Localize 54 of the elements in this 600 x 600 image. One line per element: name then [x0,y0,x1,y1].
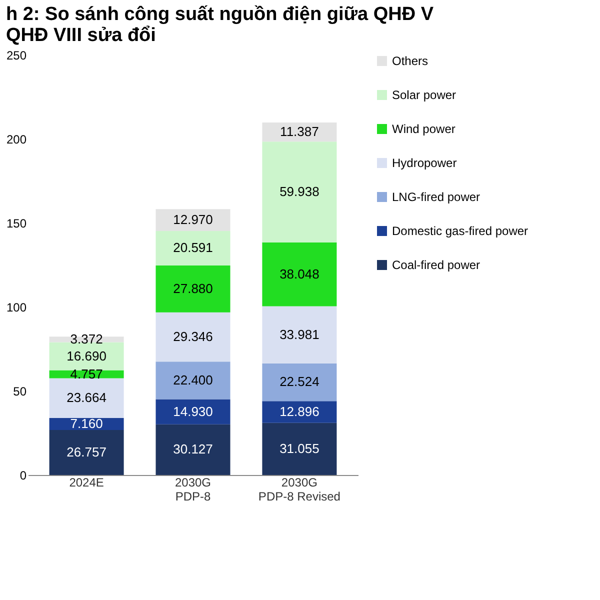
x-tick-label: 2030G PDP-8 [174,476,212,504]
x-tick-label: 2030G PDP-8 Revised [258,476,340,504]
text: 3.372 [70,331,103,346]
y-tick-label: 200 [6,132,27,146]
text: 4.757 [70,366,103,382]
bar [262,401,337,423]
legend-label: Solar power [392,88,456,102]
bar [262,363,337,402]
text: 7.160 [70,416,103,432]
text: 14.930 [173,404,213,419]
bar [156,312,230,362]
y-tick-label: 100 [6,300,27,314]
bar [49,378,124,418]
legend-label: Coal-fired power [392,258,480,272]
legend-label: Hydropower [392,156,457,170]
text: h 2: So sánh công suất nguồn điện giữa QHĐ V [6,4,434,25]
y-tick-label: 0 [20,468,27,482]
bar [262,422,337,475]
bar [49,342,124,370]
y-tick-label: 150 [6,216,27,230]
legend-label: Others [392,54,428,68]
bar [262,306,337,364]
text: 22.524 [280,374,320,390]
bar [156,266,230,312]
text: 27.880 [173,280,213,296]
text: 30.127 [173,442,213,457]
legend-label: Wind power [392,122,456,136]
y-tick-label: 50 [13,384,27,398]
text: 23.664 [66,390,106,406]
text: 12.970 [173,212,213,228]
text: 38.048 [280,266,320,282]
text: 31.055 [280,440,320,456]
text: 26.757 [66,444,106,460]
text: 22.400 [173,372,213,388]
text: 12.896 [280,404,320,419]
y-tick-label: 250 [6,48,27,62]
text: 16.690 [66,348,106,364]
bar [156,399,230,424]
bar [156,362,230,400]
legend-label: Domestic gas-fired power [392,224,528,238]
bar [156,230,230,266]
x-tick-label: 2024E [69,476,104,490]
bar [262,242,337,306]
text: 33.981 [280,326,320,342]
text: 29.346 [173,329,213,344]
text: 59.938 [280,184,320,199]
bar [49,430,124,475]
legend-label: LNG-fired power [392,190,480,204]
bar [156,424,230,475]
text: 11.387 [280,124,319,140]
text: QHĐ VIII sửa đổi [6,25,156,46]
bar [262,142,337,242]
bar [156,209,230,231]
text: 20.591 [173,240,213,256]
